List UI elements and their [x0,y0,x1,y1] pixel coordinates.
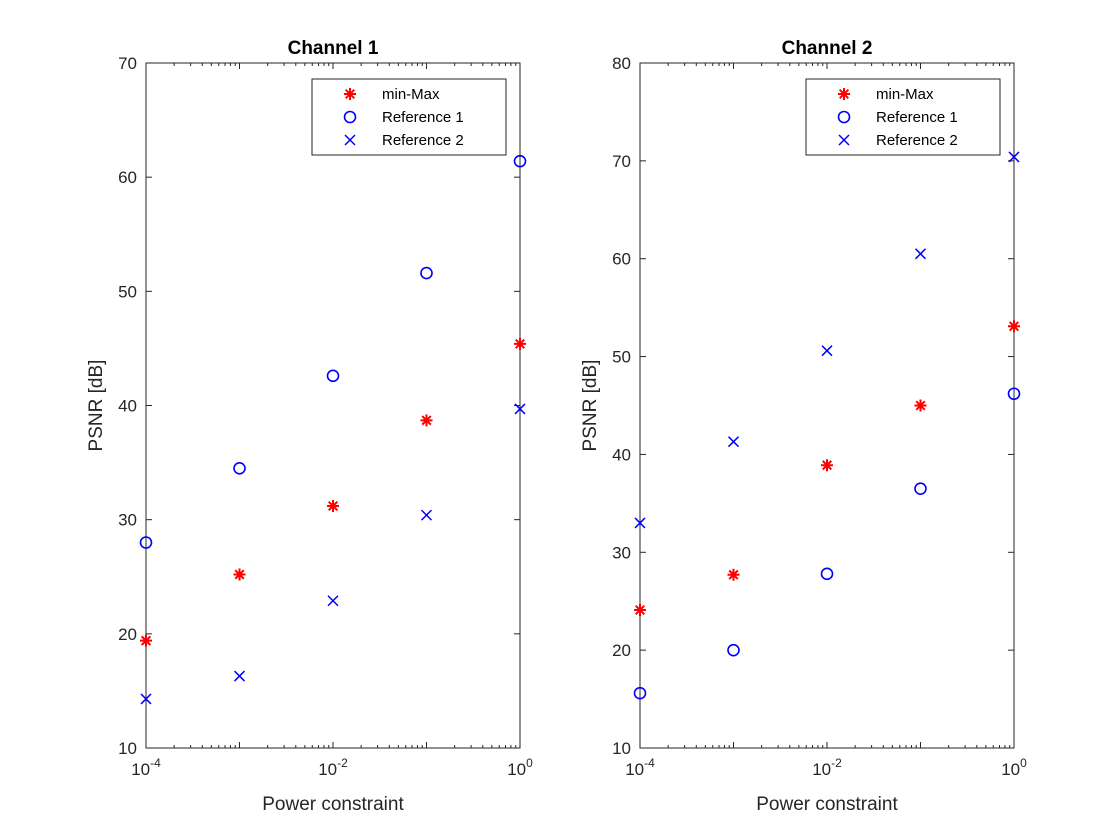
x-axis-label: Power constraint [262,794,404,815]
chart-panel-2: 10 20 30 40 50 60 70 80 10-4 10-2 100 Channel 2 Powe… [580,38,1027,815]
data-point [514,337,526,350]
data-point [1007,387,1021,401]
x-tick-label: 10-2 [812,756,842,779]
data-point [914,248,927,260]
series-reference-2 [634,151,1020,529]
y-tick-label: 20 [612,641,631,660]
data-point [140,693,152,705]
chart-panel-1: 10 20 30 40 50 60 70 10-4 10-2 100 Channel 1 Power … [86,38,533,815]
legend-label: min-Max [382,86,440,103]
series-reference-1 [633,387,1021,700]
data-point [914,482,927,495]
chart-title: Channel 1 [288,38,379,59]
y-tick-label: 50 [612,348,631,367]
data-point [633,686,647,700]
x-tick-label: 100 [507,756,533,779]
legend-marker [837,110,851,124]
x-axis-label: Power constraint [756,794,898,815]
data-point [634,604,646,617]
series-reference-2 [140,403,526,705]
y-tick-label: 20 [118,625,137,644]
data-point [420,266,433,280]
legend: min-Max Reference 1 Reference 2 [311,78,507,156]
data-point [820,567,834,581]
legend-label: Reference 1 [876,109,958,126]
y-tick-label: 70 [612,152,631,171]
legend-marker [344,88,356,100]
chart-title: Channel 2 [782,38,873,59]
data-point [513,154,527,168]
y-tick-label: 30 [118,511,137,530]
legend-marker [838,134,850,146]
data-point [233,568,246,581]
legend-marker [838,88,850,100]
data-point [139,536,153,549]
x-tick-label: 10-4 [625,756,655,779]
y-axis-label: PSNR [dB] [580,360,601,452]
legend-label: Reference 2 [382,132,464,149]
data-point [727,436,740,448]
y-tick-label: 50 [118,282,137,301]
y-tick-label: 80 [612,54,631,73]
legend-label: Reference 2 [876,132,958,149]
data-point [914,399,927,412]
legend-marker [344,134,356,146]
data-point [420,509,433,521]
data-point [514,403,526,415]
y-tick-label: 10 [612,739,631,758]
data-point [233,670,246,682]
data-point [327,499,339,512]
plot-area [639,62,1015,749]
data-point [1008,151,1020,163]
y-axis-label: PSNR [dB] [86,360,107,452]
legend-label: min-Max [876,86,934,103]
y-tick-label: 40 [118,397,137,416]
data-point [634,517,646,529]
data-point [821,345,833,357]
y-tick-label: 70 [118,54,137,73]
plot-area [145,62,521,749]
legend: min-Max Reference 1 Reference 2 [805,78,1001,156]
data-point [233,461,246,475]
y-tick-label: 10 [118,739,137,758]
series-min-max [634,320,1020,617]
series-min-max [140,337,526,647]
y-tick-label: 60 [118,168,137,187]
legend-label: Reference 1 [382,109,464,126]
data-point [1008,320,1020,333]
x-tick-label: 100 [1001,756,1027,779]
data-point [420,414,433,427]
data-point [821,459,833,472]
series-reference-1 [139,154,527,549]
y-tick-label: 30 [612,543,631,562]
legend-marker [343,110,357,124]
x-tick-label: 10-2 [318,756,348,779]
data-point [326,369,340,383]
data-point [140,634,152,647]
x-tick-label: 10-4 [131,756,161,779]
data-point [327,595,339,607]
y-tick-label: 40 [612,445,631,464]
y-tick-label: 60 [612,250,631,269]
data-point [727,643,740,657]
data-point [727,568,740,581]
